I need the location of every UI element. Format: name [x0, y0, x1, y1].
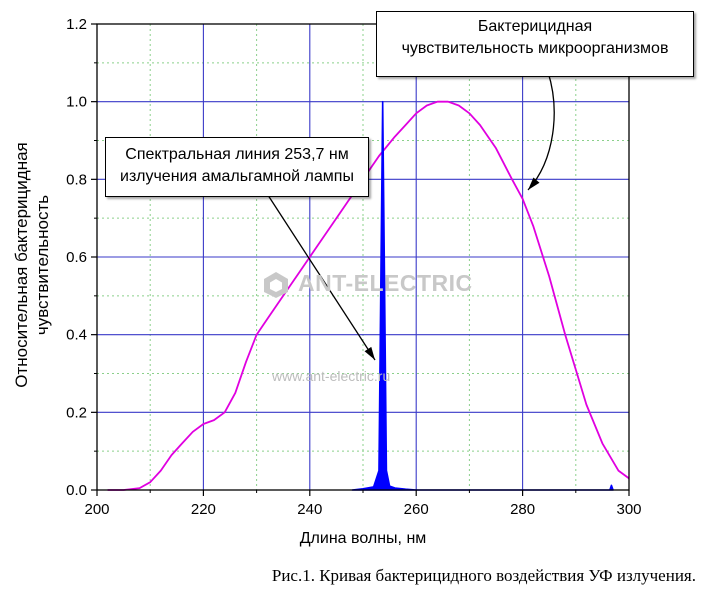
- callout-bactericidal-line-2: чувствительность микроорганизмов: [401, 40, 669, 57]
- y-tick-label: 0.8: [66, 171, 87, 188]
- major-gridlines: [97, 24, 629, 490]
- y-axis-label: Относительная бактерицидная чувствительн…: [12, 142, 52, 388]
- x-tick-label: 280: [510, 501, 535, 518]
- callout-bactericidal-line-1: Бактерицидная: [477, 18, 593, 35]
- y-axis-label-container: Относительная бактерицидная чувствительн…: [2, 110, 62, 420]
- arrow-head-lamp: [364, 346, 375, 360]
- callout-lamp-line-1: Спектральная линия 253,7 нм: [125, 146, 349, 163]
- callout-bactericidal-curve: Бактерицидная чувствительность микроорга…: [376, 11, 694, 77]
- y-tick-label: 1.2: [66, 16, 87, 33]
- watermark-logo-icon: [264, 272, 288, 298]
- y-tick-label: 0.2: [66, 404, 87, 421]
- x-tick-label: 300: [616, 501, 641, 518]
- y-tick-labels: 0.0 0.2 0.4 0.6 0.8 1.0 1.2: [66, 16, 87, 499]
- series-line-lamp-spectrum: [351, 100, 614, 491]
- arrow-line-lamp: [263, 188, 376, 361]
- x-tick-label: 200: [84, 501, 109, 518]
- watermark-brand: ANT-ELECTRIC: [298, 270, 473, 296]
- y-tick-label: 0.4: [66, 327, 87, 344]
- callout-lamp-line-2: излучения амальгамной лампы: [120, 168, 354, 185]
- x-tick-label: 240: [297, 501, 322, 518]
- y-tick-label: 0.0: [66, 482, 87, 499]
- y-tick-label: 1.0: [66, 94, 87, 111]
- callout-arrows: [263, 71, 555, 361]
- arrow-line-bactericidal: [527, 71, 555, 191]
- x-tick-label: 220: [191, 501, 216, 518]
- figure-caption: Рис.1. Кривая бактерицидного воздействия…: [271, 566, 696, 585]
- callout-lamp-line: Спектральная линия 253,7 нм излучения ам…: [105, 137, 369, 197]
- x-axis-label: Длина волны, нм: [299, 530, 427, 547]
- arrow-head-bactericidal: [528, 177, 540, 190]
- x-tick-labels: 200 220 240 260 280 300: [84, 501, 641, 518]
- axis-ticks: [91, 23, 630, 496]
- watermark-site: www.ant-electric.ru: [272, 368, 391, 384]
- y-tick-label: 0.6: [66, 249, 87, 266]
- x-tick-label: 260: [404, 501, 429, 518]
